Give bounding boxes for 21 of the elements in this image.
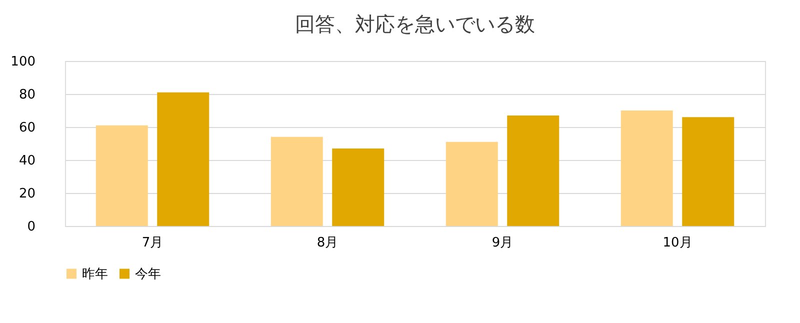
bar [507, 115, 560, 226]
bar [270, 136, 323, 226]
legend-label: 昨年 [82, 266, 108, 282]
y-tick-label: 20 [18, 186, 36, 202]
legend-label: 今年 [135, 266, 161, 282]
y-tick-label: 0 [27, 220, 36, 234]
bar [96, 125, 148, 226]
bar [446, 142, 498, 226]
bar [332, 148, 384, 226]
x-tick-label: 8月 [316, 236, 338, 250]
x-tick-label: 9月 [492, 236, 514, 250]
x-tick-label: 7月 [142, 236, 164, 250]
bar [157, 92, 210, 226]
y-tick-label: 40 [18, 154, 36, 168]
bar [682, 117, 734, 226]
y-tick-label: 100 [10, 54, 36, 70]
x-tick-label: 10月 [662, 236, 692, 250]
bar [620, 110, 673, 226]
y-tick-label: 60 [18, 120, 36, 136]
y-tick-label: 80 [18, 88, 36, 102]
chart-title: 回答、対応を急いでいる数 [295, 12, 535, 36]
